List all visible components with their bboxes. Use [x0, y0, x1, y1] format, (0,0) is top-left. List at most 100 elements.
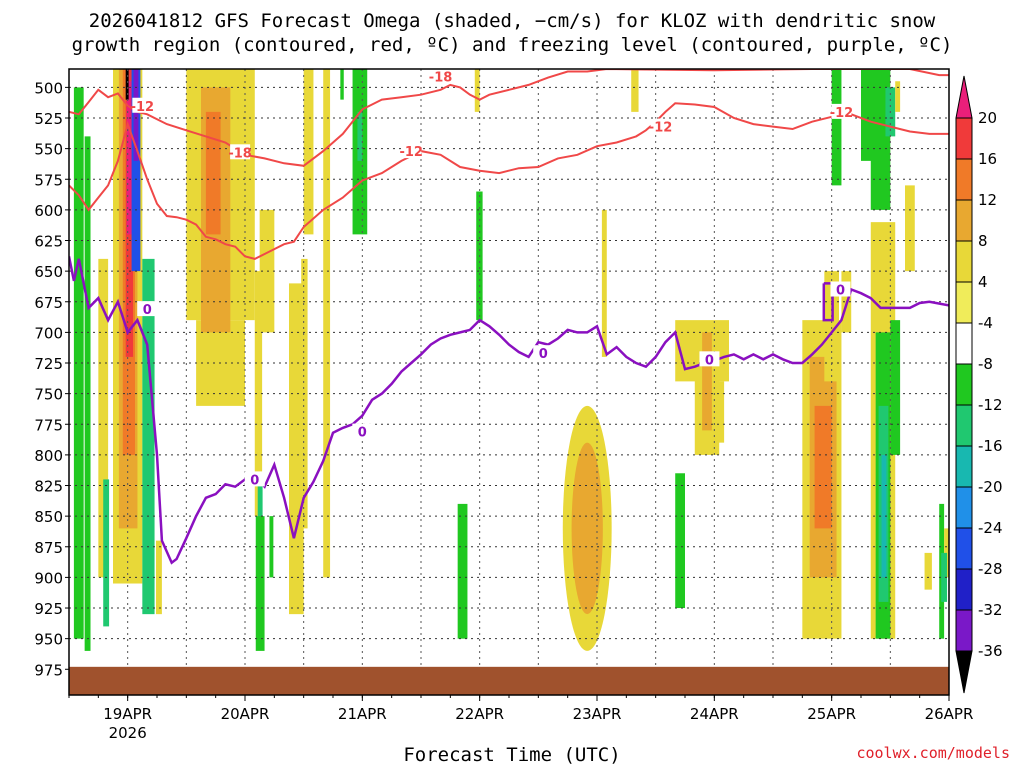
- y-tick-label: 575: [34, 171, 63, 189]
- terrain-fill: [69, 666, 949, 695]
- y-tick-label: 750: [34, 386, 63, 404]
- colorbar-label: -4: [978, 314, 993, 332]
- omega-cell: [142, 258, 155, 615]
- colorbar-label: 12: [978, 191, 997, 209]
- colorbar-box: [955, 281, 973, 324]
- dgz-upper-label-2: -18: [228, 146, 252, 161]
- omega-cell: [702, 332, 712, 431]
- colorbar-box: [955, 527, 973, 570]
- freezing-label-6: 0: [836, 284, 845, 299]
- y-tick-label: 650: [34, 263, 63, 281]
- omega-cell: [255, 516, 265, 651]
- colorbar-box: [955, 240, 973, 283]
- omega-cell: [303, 69, 314, 235]
- omega-cell: [156, 540, 162, 615]
- x-tick-label: 26APR: [925, 705, 974, 723]
- freezing-level-contour: [69, 256, 949, 565]
- colorbar-box: [955, 568, 973, 611]
- omega-cell: [675, 473, 685, 609]
- colorbar-box: [955, 445, 973, 488]
- colorbar-label: -12: [978, 396, 1003, 414]
- omega-cell: [125, 69, 129, 100]
- freezing-level-loop: [822, 282, 834, 322]
- credit-link[interactable]: coolwx.com/models: [856, 744, 1010, 762]
- omega-cell: [205, 111, 221, 235]
- y-tick-label: 775: [34, 416, 63, 434]
- dgz-lower-label-3: -12: [649, 121, 673, 136]
- freezing-label-2-bg: [244, 471, 265, 487]
- omega-cell: [126, 81, 132, 235]
- x-tick-label: 19APR: [103, 705, 152, 723]
- dgz-lower-label: -12: [131, 100, 155, 115]
- x-tick-sublabel: 2026: [109, 724, 147, 742]
- colorbar-box: [955, 363, 973, 406]
- y-tick-label: 725: [34, 355, 63, 373]
- dgz-lower-label-4: -12: [830, 106, 854, 121]
- x-tick-label: 24APR: [690, 705, 739, 723]
- y-tick-label: 925: [34, 600, 63, 618]
- x-tick-label: 21APR: [338, 705, 387, 723]
- omega-cell: [457, 503, 468, 639]
- freezing-label-5: 0: [705, 353, 714, 368]
- omega-cell: [924, 552, 932, 590]
- omega-cell: [631, 69, 639, 112]
- y-tick-label: 875: [34, 539, 63, 557]
- omega-cell: [941, 552, 948, 602]
- colorbar-label: -36: [978, 642, 1003, 660]
- y-tick-label: 800: [34, 447, 63, 465]
- omega-cell: [881, 454, 887, 578]
- freezing-label-2: 0: [250, 473, 259, 488]
- colorbar-label: 16: [978, 150, 997, 168]
- dgz-lower-label-2: -12: [399, 145, 423, 160]
- y-tick-label: 975: [34, 661, 63, 679]
- colorbar-label: -28: [978, 560, 1003, 578]
- omega-cell: [895, 81, 901, 112]
- freezing-label-4: 0: [539, 347, 548, 362]
- omega-cell: [73, 87, 84, 639]
- freezing-label: 0: [143, 303, 152, 318]
- omega-cell: [340, 69, 344, 100]
- x-axis-title: Forecast Time (UTC): [403, 744, 621, 766]
- omega-cell: [824, 271, 839, 382]
- freezing-label-bg: [137, 301, 158, 317]
- y-tick-label: 500: [34, 79, 63, 97]
- colorbar-box: [955, 158, 973, 201]
- colorbar-box: [955, 609, 973, 652]
- x-tick-label: 23APR: [573, 705, 622, 723]
- x-tick-label: 22APR: [455, 705, 504, 723]
- colorbar-box: [955, 322, 973, 365]
- dgz-upper-label-bg: [430, 69, 451, 84]
- y-tick-label: 950: [34, 631, 63, 649]
- omega-cell: [131, 69, 141, 272]
- colorbar-box: [955, 199, 973, 242]
- freezing-label-3-bg: [352, 423, 373, 439]
- freezing-label-5-bg: [699, 351, 720, 367]
- colorbar-box: [955, 404, 973, 447]
- chart-title-line-2: growth region (contoured, red, ºC) and f…: [71, 34, 953, 56]
- omega-cell: [98, 258, 109, 578]
- colorbar-label: 8: [978, 232, 988, 250]
- y-tick-label: 700: [34, 324, 63, 342]
- colorbar-label: -24: [978, 519, 1003, 537]
- y-tick-label: 675: [34, 294, 63, 312]
- omega-cell: [357, 111, 363, 161]
- x-tick-label: 25APR: [807, 705, 856, 723]
- omega-cell: [814, 405, 832, 529]
- dgz-lower-label-2-bg: [401, 143, 422, 159]
- freezing-label-6-bg: [830, 281, 851, 297]
- dgz-lower-label-bg: [132, 97, 153, 113]
- omega-cell: [601, 209, 607, 357]
- dgz-upper-label-2-bg: [230, 144, 251, 160]
- y-tick-label: 825: [34, 478, 63, 496]
- omega-cell: [103, 479, 110, 627]
- omega-cell: [714, 381, 725, 443]
- colorbar-box: [955, 486, 973, 529]
- dgz-upper-label: -18: [429, 70, 453, 85]
- freezing-label-4-bg: [533, 345, 554, 361]
- omega-cell: [831, 69, 842, 186]
- omega-cell: [133, 69, 139, 161]
- omega-cell: [254, 271, 263, 517]
- omega-cell: [474, 69, 480, 112]
- omega-cell: [323, 69, 331, 578]
